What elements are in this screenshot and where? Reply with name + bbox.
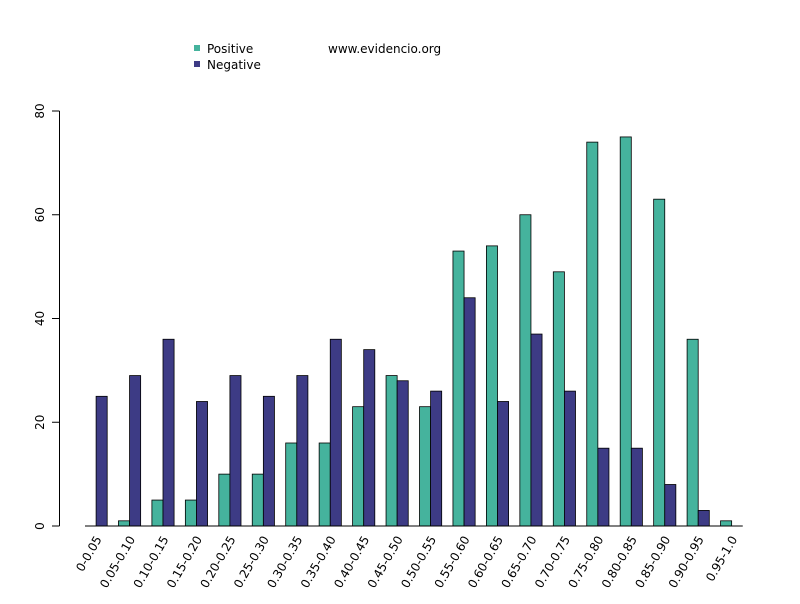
bar-negative-9	[396, 380, 409, 527]
bar-positive-3	[184, 499, 197, 527]
bar-positive-11	[452, 250, 465, 527]
bar-positive-7	[318, 442, 331, 527]
bar-positive-9	[385, 375, 398, 527]
bar-negative-10	[430, 390, 443, 527]
bar-positive-4	[218, 473, 231, 527]
bar-positive-13	[519, 214, 532, 527]
bar-negative-11	[463, 297, 476, 527]
legend-label-negative: Negative	[207, 58, 261, 72]
y-tick-label: 40	[33, 311, 47, 326]
bar-negative-14	[564, 390, 576, 527]
bar-positive-12	[485, 245, 498, 527]
bar-positive-15	[586, 141, 599, 527]
bar-positive-2	[151, 499, 164, 527]
bar-negative-15	[597, 447, 610, 527]
x-tick-label: 0.95-1.0	[703, 534, 740, 584]
y-axis: 0 20 40 60 80	[33, 103, 60, 530]
legend-swatch-positive	[194, 45, 200, 51]
bar-positive-14	[552, 271, 565, 527]
bar-negative-7	[329, 338, 342, 527]
bar-positive-19	[720, 520, 733, 527]
legend: Positive Negative	[194, 42, 261, 72]
y-tick-label: 0	[33, 522, 47, 530]
y-tick-label: 80	[33, 103, 47, 118]
bar-negative-1	[129, 375, 142, 527]
bar-positive-8	[352, 406, 365, 527]
bar-negative-18	[697, 510, 710, 527]
bar-negative-6	[296, 375, 309, 527]
bars-group	[85, 136, 743, 527]
bar-negative-8	[363, 349, 376, 527]
bar-negative-16	[630, 447, 643, 527]
bar-negative-17	[664, 484, 677, 527]
bar-negative-12	[497, 401, 510, 527]
legend-label-positive: Positive	[207, 42, 253, 56]
bar-positive-6	[285, 442, 298, 527]
bar-negative-4	[229, 375, 242, 527]
bar-positive-5	[251, 473, 264, 527]
bar-negative-0	[95, 395, 108, 527]
bar-negative-3	[196, 401, 208, 527]
bar-negative-2	[162, 338, 175, 527]
bar-positive-16	[619, 136, 632, 527]
bar-positive-17	[653, 198, 666, 527]
y-tick-label: 20	[33, 415, 47, 430]
bar-positive-1	[118, 520, 130, 527]
bar-positive-10	[419, 406, 432, 527]
x-tick-label: 0-0.05	[73, 534, 104, 575]
x-axis: 0-0.050.05-0.100.10-0.150.15-0.200.20-0.…	[73, 534, 740, 591]
y-tick-label: 60	[33, 207, 47, 222]
legend-swatch-negative	[194, 61, 200, 67]
bar-positive-18	[686, 338, 699, 527]
bar-negative-5	[262, 395, 275, 527]
watermark-text: www.evidencio.org	[328, 42, 441, 56]
bar-negative-13	[530, 333, 543, 527]
